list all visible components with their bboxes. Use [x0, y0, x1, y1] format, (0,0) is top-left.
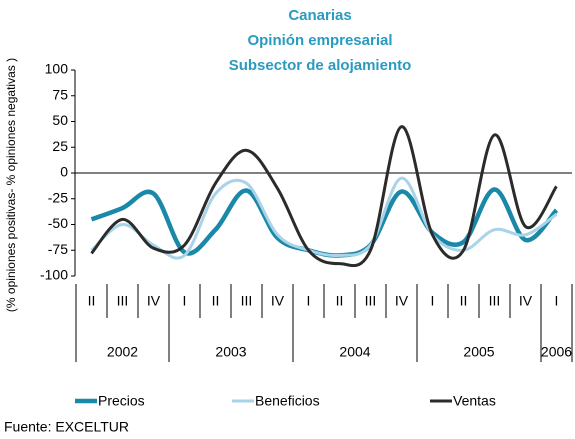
x-tick-label: III [117, 293, 129, 309]
chart-title: Opinión empresarial [247, 32, 392, 49]
legend-label: Precios [98, 393, 145, 409]
legend-label: Beneficios [255, 393, 320, 409]
y-tick-label: 50 [52, 112, 68, 128]
chart-title: Subsector de alojamiento [229, 57, 412, 74]
x-group-label: 2005 [463, 344, 494, 360]
y-tick-label: 75 [52, 86, 68, 102]
chart-title: Canarias [288, 7, 351, 24]
x-tick-label: II [212, 293, 220, 309]
legend-label: Ventas [453, 393, 496, 409]
x-group-label: 2003 [215, 344, 246, 360]
x-tick-label: I [555, 293, 559, 309]
x-group-label: 2006 [541, 344, 572, 360]
x-tick-label: IV [271, 293, 285, 309]
x-tick-label: I [183, 293, 187, 309]
x-group-label: 2002 [107, 344, 138, 360]
y-tick-label: -75 [48, 241, 68, 257]
x-tick-label: III [365, 293, 377, 309]
y-tick-label: 25 [52, 138, 68, 154]
x-tick-label: III [489, 293, 501, 309]
y-tick-label: -50 [48, 215, 68, 231]
y-axis-label: (% opiniones positivas- % opiniones nega… [4, 58, 18, 312]
x-tick-label: II [460, 293, 468, 309]
line-series [90, 176, 558, 260]
y-tick-label: -25 [48, 189, 68, 205]
line-series [90, 187, 559, 258]
x-tick-label: I [431, 293, 435, 309]
x-tick-label: II [88, 293, 96, 309]
x-tick-label: II [336, 293, 344, 309]
x-tick-label: IV [395, 293, 409, 309]
y-tick-label: 100 [45, 61, 69, 77]
x-tick-label: IV [147, 293, 161, 309]
x-group-label: 2004 [339, 344, 370, 360]
y-tick-label: -100 [40, 267, 68, 283]
x-tick-label: III [241, 293, 253, 309]
source: Fuente: EXCELTUR [4, 419, 129, 435]
y-tick-label: 0 [60, 164, 68, 180]
x-tick-label: IV [519, 293, 533, 309]
line-series [90, 125, 558, 268]
x-tick-label: I [307, 293, 311, 309]
